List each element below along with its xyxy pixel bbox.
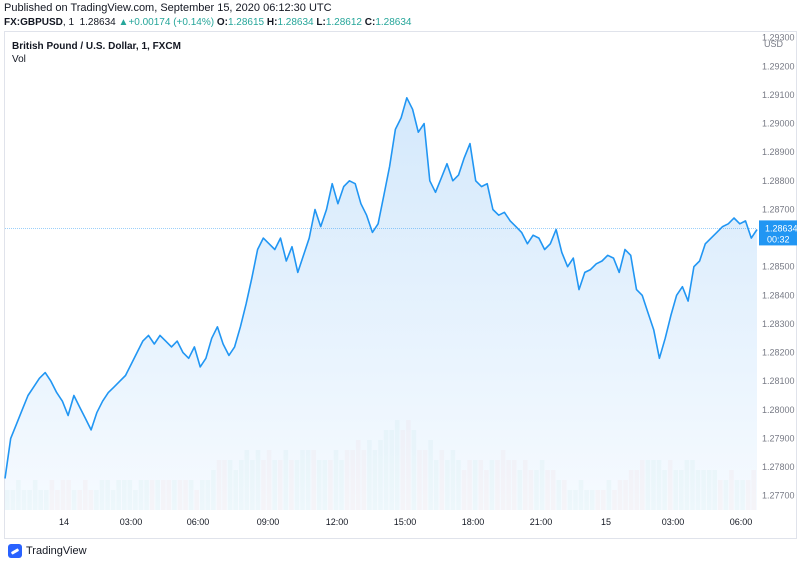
x-tick-label: 06:00 (187, 517, 210, 527)
high-value: 1.28634 (277, 17, 314, 28)
x-tick-label: 03:00 (120, 517, 143, 527)
open-label: O: (216, 17, 228, 28)
y-tick-label: 1.27900 (762, 433, 795, 443)
y-tick-label: 1.28100 (762, 376, 795, 386)
price-tag-bg (759, 220, 797, 246)
y-tick-label: 1.28400 (762, 290, 795, 300)
x-tick-label: 21:00 (530, 517, 553, 527)
y-tick-label: 1.29000 (762, 119, 795, 129)
legend-volume: Vol (12, 54, 26, 65)
chart-legend: British Pound / U.S. Dollar, 1, FXCM Vol (12, 40, 181, 66)
open-value: 1.28615 (227, 17, 265, 28)
price-line (4, 97, 758, 479)
x-tick-label: 06:00 (730, 517, 753, 527)
currency-label: USD (764, 39, 784, 49)
y-axis: 1.29300 1.29200 1.29100 1.29000 1.28900 1.288… (762, 33, 795, 501)
low-value: 1.28612 (325, 17, 362, 28)
y-tick-label: 1.29300 (762, 33, 795, 43)
price-area (5, 97, 757, 511)
x-tick-label: 12:00 (326, 517, 349, 527)
y-tick-label: 1.28500 (762, 262, 795, 272)
close-value: 1.28634 (375, 17, 412, 28)
brand-name: TradingView (26, 545, 87, 557)
y-tick-label: 1.29100 (762, 90, 795, 100)
y-tick-label: 1.28800 (762, 176, 795, 186)
low-label: L: (316, 17, 326, 28)
footer: TradingView (0, 539, 800, 559)
interval: 1 (68, 17, 75, 28)
y-tick-label: 1.29200 (762, 61, 795, 71)
legend-title: British Pound / U.S. Dollar, 1, FXCM (12, 41, 181, 52)
y-tick-label: 1.28000 (762, 405, 795, 415)
x-tick-label: 03:00 (662, 517, 685, 527)
x-tick-label: 15 (601, 517, 611, 527)
x-tick-label: 18:00 (462, 517, 485, 527)
x-tick-label: 15:00 (394, 517, 417, 527)
high-label: H: (266, 17, 278, 28)
x-axis: 14 03:00 06:00 09:00 12:00 15:00 18:00 21:00 15 0… (59, 517, 752, 527)
tradingview-logo[interactable]: TradingView (8, 541, 87, 561)
price-tag-value: 1.28634 (765, 223, 798, 233)
symbol-ohlc-bar: FX:GBPUSD, 1 1.28634 ▲+0.00174 (+0.14%) … (4, 17, 412, 28)
x-tick-label: 14 (59, 517, 69, 527)
close-label: C: (364, 17, 376, 28)
x-tick-label: 09:00 (257, 517, 280, 527)
chart-frame (4, 31, 797, 539)
y-tick-label: 1.28900 (762, 147, 795, 157)
y-tick-label: 1.28200 (762, 348, 795, 358)
y-tick-label: 1.28700 (762, 205, 795, 215)
y-tick-label: 1.27700 (762, 491, 795, 501)
published-caption: Published on TradingView.com, September … (4, 2, 332, 14)
y-tick-label: 1.28300 (762, 319, 795, 329)
last-price: 1.28634 (79, 17, 116, 28)
price-tag-countdown: 00:32 (767, 234, 790, 244)
up-arrow-icon: ▲ (118, 17, 129, 28)
price-chart[interactable]: 1.29300 1.29200 1.29100 1.29000 1.28900 1.288… (0, 0, 800, 539)
tradingview-logo-icon (8, 544, 22, 558)
y-tick-label: 1.27800 (762, 462, 795, 472)
symbol-name[interactable]: FX:GBPUSD (4, 17, 63, 28)
price-change: +0.00174 (+0.14%) (128, 17, 215, 28)
